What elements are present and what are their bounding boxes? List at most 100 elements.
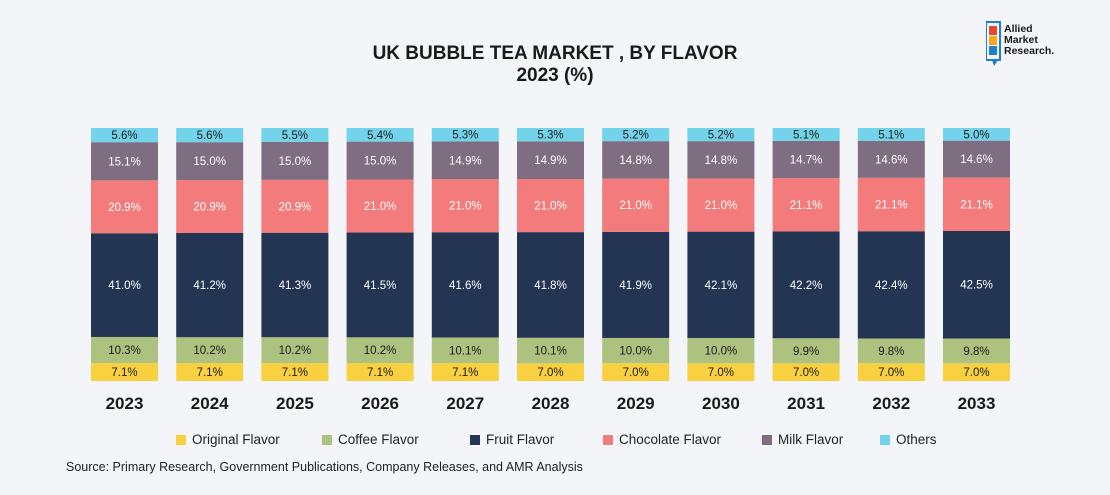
- data-label: 7.0%: [963, 367, 989, 379]
- legend-swatch: [762, 434, 772, 445]
- bar-segment-fruit-flavor-2030: [687, 231, 755, 339]
- data-label: 5.5%: [282, 130, 308, 142]
- x-tick-label: 2023: [106, 394, 144, 413]
- bar-segment-coffee-flavor-2027: [431, 337, 499, 364]
- data-label: 41.6%: [449, 280, 482, 292]
- legend-label: Milk Flavor: [778, 432, 844, 447]
- data-label: 14.8%: [619, 155, 652, 167]
- bar-segment-original-flavor-2032: [857, 363, 925, 381]
- bar-segment-original-flavor-2027: [431, 363, 499, 381]
- data-label: 10.2%: [364, 345, 397, 357]
- data-label: 20.9%: [108, 202, 141, 214]
- bar-segment-chocolate-flavor-2031: [772, 178, 840, 232]
- data-label: 10.3%: [108, 345, 141, 357]
- bar-segment-fruit-flavor-2032: [857, 231, 925, 339]
- chart-legend: Original Flavor Coffee Flavor Fruit Flavor…: [0, 432, 1110, 452]
- x-tick-label: 2033: [958, 394, 996, 413]
- bar-segment-original-flavor-2025: [261, 363, 329, 381]
- bar-segment-coffee-flavor-2030: [687, 338, 755, 364]
- bar-segment-milk-flavor-2028: [517, 141, 584, 180]
- data-label: 7.0%: [793, 367, 819, 379]
- bar-segment-milk-flavor-2027: [431, 141, 499, 180]
- data-label: 9.8%: [878, 346, 904, 358]
- data-label: 7.0%: [537, 367, 563, 379]
- data-label: 10.1%: [534, 346, 567, 358]
- data-label: 7.1%: [452, 367, 478, 379]
- bar-segment-chocolate-flavor-2030: [687, 178, 755, 232]
- bar-segment-original-flavor-2028: [517, 363, 584, 381]
- bar-segment-milk-flavor-2030: [687, 141, 755, 179]
- chart-title: UK BUBBLE TEA MARKET , BY FLAVOR: [372, 43, 738, 64]
- bar-segment-fruit-flavor-2027: [431, 232, 499, 338]
- data-label: 42.5%: [960, 280, 993, 292]
- data-label: 5.4%: [367, 130, 393, 142]
- source-note: Source: Primary Research, Government Pub…: [66, 460, 583, 474]
- bar-segment-original-flavor-2024: [176, 363, 244, 381]
- data-label: 5.6%: [111, 130, 137, 142]
- bar-segment-chocolate-flavor-2033: [943, 177, 1010, 231]
- legend-item-coffee-flavor: Coffee Flavor: [322, 432, 419, 447]
- data-label: 14.9%: [449, 155, 482, 167]
- bar-segment-original-flavor-2030: [687, 363, 755, 381]
- legend-item-chocolate-flavor: Chocolate Flavor: [603, 432, 721, 447]
- bar-segment-chocolate-flavor-2029: [602, 178, 670, 232]
- data-label: 41.5%: [364, 280, 397, 292]
- data-label: 42.1%: [705, 280, 738, 292]
- bar-segment-original-flavor-2023: [91, 363, 158, 381]
- data-label: 10.2%: [279, 345, 312, 357]
- bar-segment-milk-flavor-2026: [346, 141, 414, 180]
- logo-line-2: Market: [1004, 34, 1038, 46]
- bar-segment-coffee-flavor-2029: [602, 337, 670, 364]
- bar-segment-coffee-flavor-2032: [857, 338, 925, 364]
- bar-segment-fruit-flavor-2026: [346, 232, 414, 338]
- bar-segment-others-2030: [687, 128, 755, 142]
- data-label: 5.6%: [197, 130, 223, 142]
- bar-segment-milk-flavor-2025: [261, 141, 329, 180]
- data-label: 5.2%: [623, 130, 649, 142]
- data-label: 14.6%: [960, 154, 993, 166]
- data-label: 7.1%: [111, 367, 137, 379]
- data-label: 7.0%: [878, 367, 904, 379]
- data-label: 41.0%: [108, 280, 141, 292]
- legend-swatch: [176, 434, 186, 445]
- bar-segment-fruit-flavor-2028: [517, 232, 584, 338]
- legend-label: Coffee Flavor: [338, 432, 419, 447]
- data-label: 41.3%: [279, 280, 312, 292]
- bar-segment-coffee-flavor-2031: [772, 338, 840, 364]
- bar-segment-coffee-flavor-2023: [91, 336, 158, 364]
- data-label: 21.1%: [875, 200, 908, 212]
- bar-segment-original-flavor-2026: [346, 363, 414, 381]
- data-label: 10.1%: [449, 345, 482, 357]
- legend-item-fruit-flavor: Fruit Flavor: [470, 432, 554, 447]
- bar-segment-milk-flavor-2023: [91, 142, 158, 181]
- data-label: 9.9%: [793, 346, 819, 358]
- bar-segment-chocolate-flavor-2027: [431, 179, 499, 233]
- bar-segment-original-flavor-2033: [943, 363, 1010, 381]
- amr-logo-text: Allied Market Research.: [1004, 24, 1054, 57]
- bar-segment-coffee-flavor-2024: [176, 337, 244, 364]
- x-tick-label: 2027: [446, 394, 484, 413]
- legend-swatch: [603, 434, 613, 445]
- data-label: 9.8%: [963, 346, 989, 358]
- bar-segment-milk-flavor-2032: [857, 140, 925, 178]
- bar-segment-chocolate-flavor-2026: [346, 179, 414, 233]
- data-label: 14.8%: [705, 155, 738, 167]
- bar-segment-fruit-flavor-2024: [176, 232, 244, 338]
- legend-label: Others: [896, 432, 937, 447]
- x-tick-label: 2031: [787, 394, 825, 413]
- bar-segment-fruit-flavor-2033: [943, 230, 1010, 339]
- bar-segment-others-2024: [176, 128, 244, 143]
- x-tick-label: 2026: [361, 394, 399, 413]
- data-label: 21.0%: [534, 201, 567, 213]
- data-label: 21.0%: [619, 200, 652, 212]
- bar-segment-chocolate-flavor-2023: [91, 180, 158, 234]
- legend-item-milk-flavor: Milk Flavor: [762, 432, 843, 447]
- data-label: 41.2%: [193, 280, 226, 292]
- legend-item-others: Others: [880, 432, 937, 447]
- data-label: 21.1%: [960, 199, 993, 211]
- x-tick-label: 2024: [191, 394, 229, 413]
- x-tick-label: 2030: [702, 394, 740, 413]
- logo-line-3: Research.: [1004, 45, 1055, 57]
- data-label: 21.0%: [705, 200, 738, 212]
